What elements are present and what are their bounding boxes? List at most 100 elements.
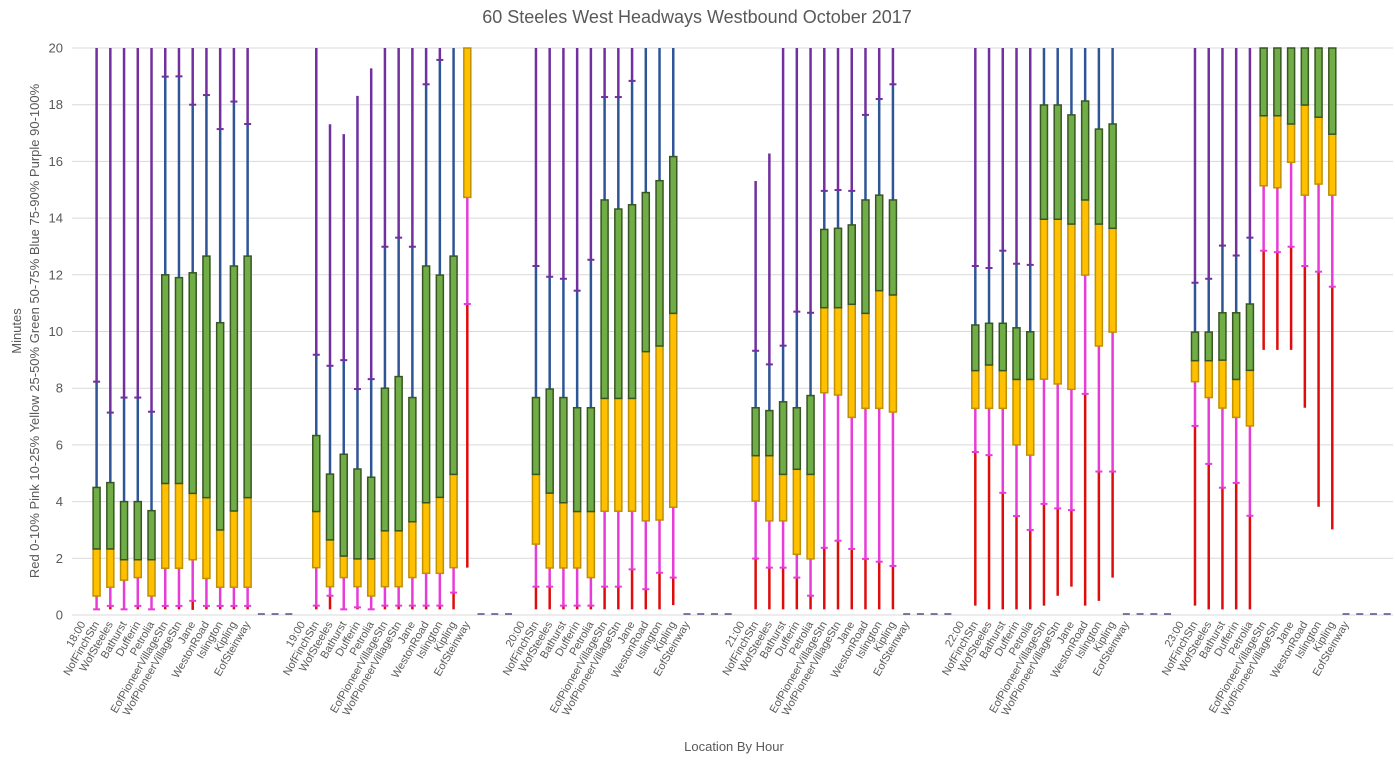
- box-green-50-75: [1108, 123, 1117, 230]
- box-green-50-75: [312, 434, 321, 513]
- station-percentile-bar: [366, 68, 376, 611]
- station-percentile-bar: [1259, 47, 1268, 350]
- box-yellow-25-50: [669, 312, 678, 509]
- box-yellow-25-50: [531, 473, 541, 545]
- station-percentile-bar: [971, 48, 980, 606]
- box-green-50-75: [325, 473, 335, 541]
- station-percentile-bar: [435, 48, 445, 610]
- box-yellow-25-50: [1025, 378, 1035, 456]
- y-tick-label: 12: [49, 267, 63, 282]
- station-percentile-bar: [559, 48, 568, 610]
- box-yellow-25-50: [545, 492, 554, 569]
- station-percentile-bar: [888, 48, 898, 610]
- box-green-50-75: [861, 199, 870, 315]
- box-green-50-75: [92, 486, 101, 550]
- station-percentile-bar: [133, 48, 143, 610]
- box-yellow-25-50: [1259, 115, 1268, 187]
- box-green-50-75: [888, 199, 898, 296]
- box-green-50-75: [806, 394, 815, 476]
- chart-title: 60 Steeles West Headways Westbound Octob…: [482, 7, 912, 27]
- box-yellow-25-50: [1080, 199, 1090, 276]
- box-yellow-25-50: [572, 510, 582, 569]
- station-percentile-bar: [147, 48, 156, 611]
- station-percentile-bar: [1273, 47, 1282, 350]
- station-percentile-bar: [751, 180, 760, 610]
- box-yellow-25-50: [106, 548, 115, 588]
- box-yellow-25-50: [380, 530, 390, 588]
- box-green-50-75: [1039, 104, 1049, 220]
- box-green-50-75: [243, 255, 252, 499]
- y-axis-title-units: Minutes: [9, 308, 24, 354]
- station-percentile-bar: [1039, 48, 1049, 606]
- box-green-50-75: [586, 407, 596, 513]
- box-green-50-75: [1094, 128, 1104, 225]
- station-percentile-bar: [1314, 47, 1323, 507]
- box-yellow-25-50: [600, 397, 609, 512]
- box-green-50-75: [820, 228, 829, 309]
- box-yellow-25-50: [1245, 369, 1255, 427]
- box-yellow-25-50: [1094, 223, 1104, 347]
- station-percentile-bar: [1190, 48, 1200, 606]
- gridlines: [72, 47, 1393, 616]
- y-axis-tick-labels: 0 2 4 6 8 10 12 14 16 18 20: [49, 41, 63, 623]
- box-yellow-25-50: [971, 369, 980, 410]
- station-percentile-bar: [1231, 48, 1241, 610]
- box-yellow-25-50: [339, 555, 348, 579]
- box-green-50-75: [600, 199, 609, 400]
- y-tick-label: 14: [49, 211, 63, 226]
- box-green-50-75: [531, 396, 541, 476]
- station-percentile-bar: [1300, 47, 1310, 408]
- station-percentile-bar: [531, 48, 541, 610]
- box-green-50-75: [380, 387, 390, 532]
- station-percentile-bar: [778, 48, 788, 610]
- box-green-50-75: [792, 407, 802, 471]
- box-green-50-75: [1259, 47, 1268, 117]
- box-yellow-25-50: [1218, 359, 1227, 409]
- box-yellow-25-50: [174, 482, 184, 569]
- box-yellow-25-50: [1012, 378, 1021, 446]
- box-yellow-25-50: [655, 345, 664, 521]
- x-axis-title: Location By Hour: [684, 739, 784, 754]
- station-percentile-bar: [792, 48, 802, 610]
- box-yellow-25-50: [229, 510, 239, 588]
- box-green-50-75: [394, 375, 403, 532]
- box-yellow-25-50: [312, 510, 321, 569]
- station-percentile-bar: [998, 48, 1008, 610]
- box-yellow-25-50: [614, 397, 623, 512]
- box-green-50-75: [119, 500, 129, 561]
- station-percentile-bar: [847, 48, 856, 610]
- station-percentile-bar: [380, 48, 390, 610]
- station-percentile-bar: [243, 48, 252, 610]
- station-percentile-bar: [394, 48, 403, 610]
- box-yellow-25-50: [408, 520, 417, 579]
- station-percentile-bar: [1025, 48, 1035, 610]
- plot-marks: [92, 47, 1391, 615]
- station-percentile-bar: [820, 48, 829, 610]
- station-percentile-bar: [874, 48, 884, 610]
- station-percentile-bar: [325, 124, 335, 610]
- box-yellow-25-50: [874, 289, 884, 410]
- box-green-50-75: [421, 265, 431, 504]
- box-green-50-75: [847, 224, 856, 306]
- box-yellow-25-50: [1328, 133, 1337, 196]
- box-green-50-75: [655, 179, 664, 347]
- box-green-50-75: [1190, 331, 1200, 362]
- y-tick-label: 10: [49, 324, 63, 339]
- box-yellow-25-50: [1108, 227, 1117, 333]
- box-green-50-75: [1012, 327, 1021, 381]
- y-tick-label: 0: [56, 608, 63, 623]
- box-yellow-25-50: [847, 303, 856, 419]
- station-percentile-bar: [353, 95, 362, 610]
- box-yellow-25-50: [778, 473, 788, 522]
- box-yellow-25-50: [147, 558, 156, 597]
- box-yellow-25-50: [1190, 359, 1200, 383]
- box-green-50-75: [366, 476, 376, 560]
- box-yellow-25-50: [1231, 378, 1241, 419]
- box-yellow-25-50: [435, 496, 445, 575]
- box-yellow-25-50: [792, 468, 802, 556]
- box-yellow-25-50: [215, 529, 225, 588]
- box-yellow-25-50: [627, 397, 637, 512]
- station-percentile-bar: [463, 47, 472, 568]
- box-yellow-25-50: [998, 369, 1008, 410]
- box-yellow-25-50: [353, 558, 362, 588]
